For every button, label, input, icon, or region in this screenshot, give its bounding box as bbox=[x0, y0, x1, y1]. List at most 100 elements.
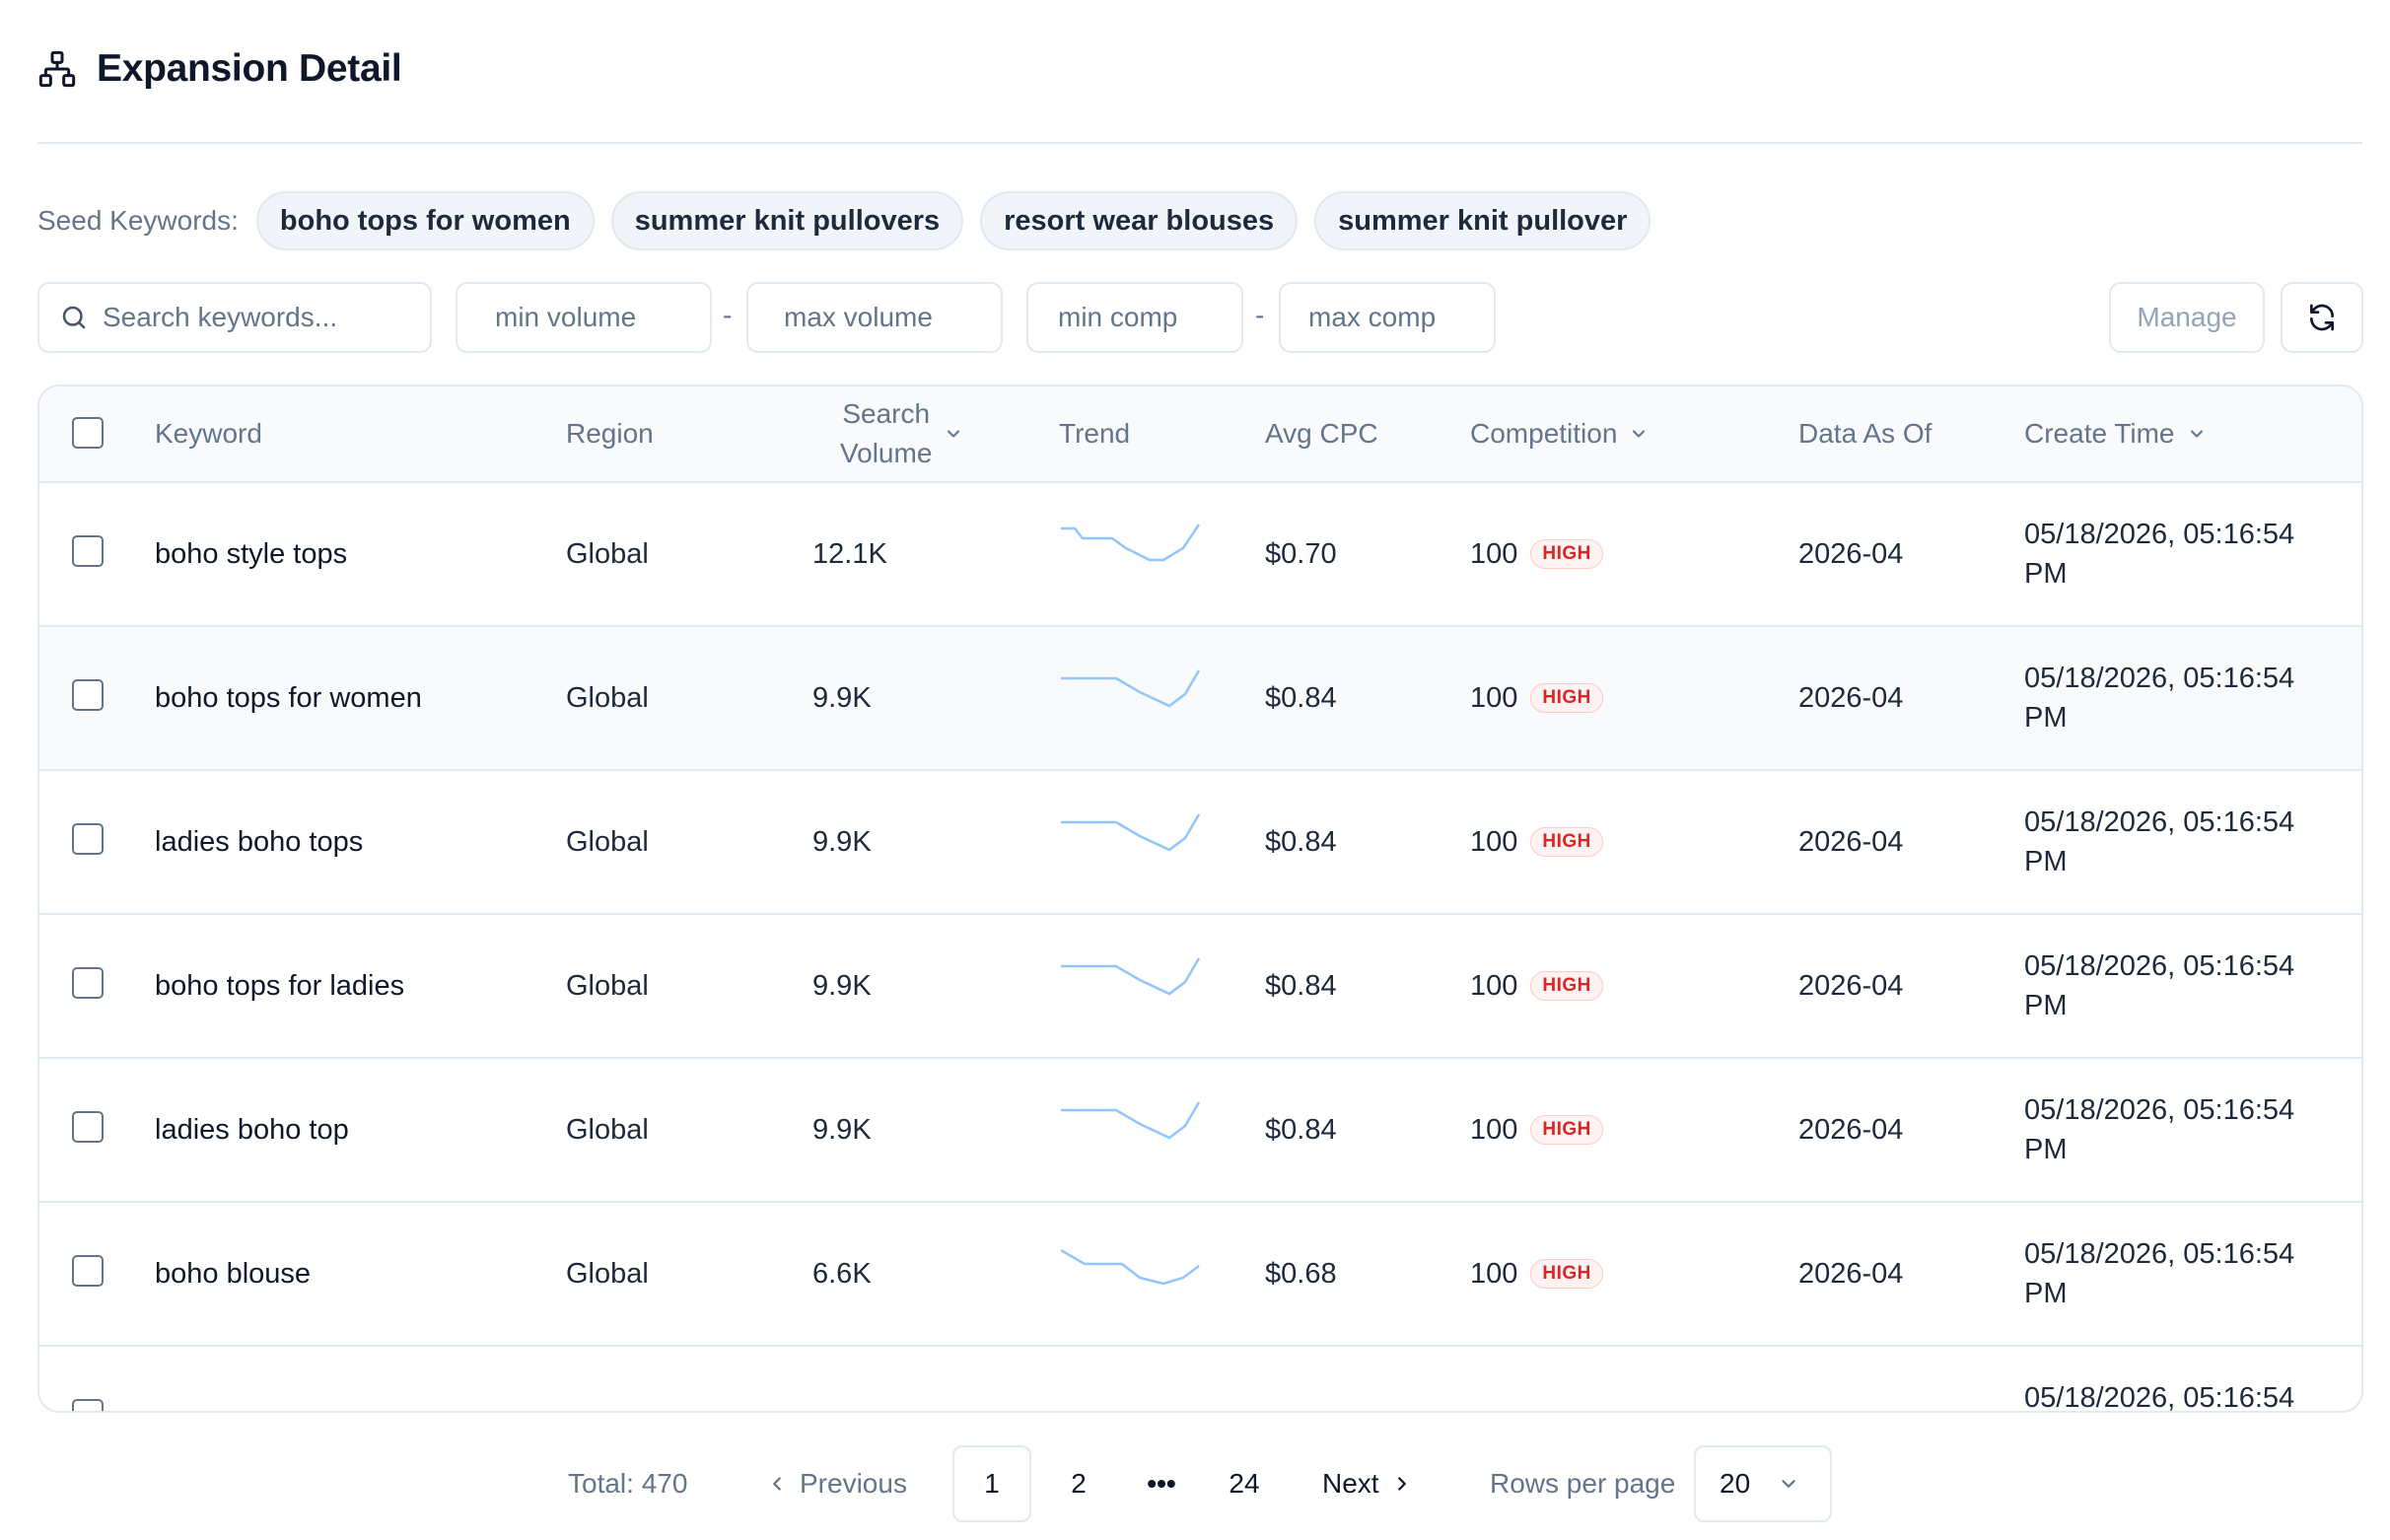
cpc-cell: $0.84 bbox=[1265, 1113, 1337, 1146]
column-competition[interactable]: Competition bbox=[1470, 386, 1649, 481]
search-icon bbox=[62, 306, 86, 329]
data-as-of-cell: 2026-04 bbox=[1798, 537, 1904, 570]
rows-per-page-label: Rows per page bbox=[1490, 1468, 1676, 1499]
row-checkbox[interactable] bbox=[72, 679, 104, 711]
row-checkbox[interactable] bbox=[72, 1255, 104, 1287]
volume-cell: 9.9K bbox=[812, 1113, 872, 1146]
seed-keywords-label: Seed Keywords: bbox=[37, 205, 239, 236]
volume-cell: 9.9K bbox=[812, 681, 872, 714]
max-volume-placeholder: max volume bbox=[784, 302, 933, 332]
chevron-down-icon bbox=[1633, 430, 1646, 438]
cpc-cell: $0.84 bbox=[1265, 681, 1337, 714]
row-checkbox[interactable] bbox=[72, 823, 104, 855]
sitemap-icon bbox=[38, 50, 76, 88]
table-row[interactable]: 05/18/2026, 05:16:54 bbox=[39, 1347, 2361, 1413]
competition-value: 100 bbox=[1470, 537, 1518, 570]
region-cell: Global bbox=[566, 825, 649, 858]
create-time-cell: 05/18/2026, 05:16:54 PM bbox=[2024, 806, 2295, 877]
min-volume-input[interactable]: min volume bbox=[456, 282, 712, 353]
page-ellipsis: ••• bbox=[1147, 1468, 1176, 1499]
column-trend: Trend bbox=[1059, 418, 1131, 449]
trend-sparkline bbox=[1061, 1101, 1201, 1140]
competition-badge: HIGH bbox=[1530, 1259, 1603, 1289]
min-comp-placeholder: min comp bbox=[1058, 302, 1178, 332]
chevron-down-icon bbox=[1782, 1480, 1795, 1488]
region-cell: Global bbox=[566, 1113, 649, 1146]
column-create-time-label: Create Time bbox=[2024, 418, 2175, 449]
volume-cell: 9.9K bbox=[812, 969, 872, 1002]
column-search-volume-line1: Search bbox=[842, 398, 931, 429]
page-title: Expansion Detail bbox=[97, 47, 402, 90]
row-checkbox[interactable] bbox=[72, 967, 104, 999]
min-comp-input[interactable]: min comp bbox=[1026, 282, 1243, 353]
table-row[interactable]: boho tops for ladies Global 9.9K $0.84 1… bbox=[39, 915, 2361, 1059]
table-row[interactable]: boho tops for women Global 9.9K $0.84 10… bbox=[39, 627, 2361, 771]
page-button-2[interactable]: 2 bbox=[1071, 1468, 1087, 1499]
page-button-24[interactable]: 24 bbox=[1229, 1468, 1260, 1499]
create-time-cell: 05/18/2026, 05:16:54 PM bbox=[2024, 1238, 2295, 1309]
trend-sparkline bbox=[1061, 669, 1201, 708]
table-row[interactable]: ladies boho tops Global 9.9K $0.84 100 H… bbox=[39, 771, 2361, 915]
manage-button[interactable]: Manage bbox=[2109, 282, 2265, 353]
max-volume-input[interactable]: max volume bbox=[746, 282, 1003, 353]
trend-sparkline bbox=[1061, 1386, 1219, 1413]
column-create-time[interactable]: Create Time bbox=[2024, 386, 2207, 481]
keyword-cell: boho tops for ladies bbox=[155, 969, 405, 1002]
page-button-1[interactable]: 1 bbox=[952, 1445, 1031, 1522]
competition-value: 100 bbox=[1470, 681, 1518, 714]
table-row[interactable]: ladies boho top Global 9.9K $0.84 100 HI… bbox=[39, 1059, 2361, 1203]
table-row[interactable]: boho style tops Global 12.1K $0.70 100 H… bbox=[39, 483, 2361, 627]
pagination: Total: 470 Previous 1 2 ••• 24 Next Rows… bbox=[0, 1445, 2390, 1522]
cpc-cell: $0.84 bbox=[1265, 969, 1337, 1002]
competition-badge: HIGH bbox=[1530, 539, 1603, 569]
trend-sparkline bbox=[1061, 813, 1201, 852]
max-comp-placeholder: max comp bbox=[1308, 302, 1437, 332]
row-checkbox[interactable] bbox=[72, 1111, 104, 1143]
table-row[interactable]: boho blouse Global 6.6K $0.68 100 HIGH 2… bbox=[39, 1203, 2361, 1347]
column-keyword: Keyword bbox=[155, 418, 262, 449]
keyword-cell: ladies boho tops bbox=[155, 825, 364, 858]
column-search-volume[interactable]: Search Volume bbox=[840, 386, 963, 481]
rows-per-page-value: 20 bbox=[1720, 1468, 1751, 1499]
seed-chip[interactable]: summer knit pullover bbox=[1314, 191, 1652, 250]
min-volume-placeholder: min volume bbox=[495, 302, 637, 332]
chevron-left-icon bbox=[773, 1477, 781, 1491]
competition-cell: 100 HIGH bbox=[1470, 915, 1603, 1057]
trend-sparkline bbox=[1061, 524, 1201, 562]
row-checkbox[interactable] bbox=[72, 535, 104, 567]
competition-cell: 100 HIGH bbox=[1470, 627, 1603, 769]
previous-page-button[interactable]: Previous bbox=[766, 1445, 907, 1522]
seed-chip[interactable]: summer knit pullovers bbox=[610, 191, 964, 250]
chevron-right-icon bbox=[1397, 1477, 1406, 1491]
competition-value: 100 bbox=[1470, 825, 1518, 858]
volume-cell: 9.9K bbox=[812, 825, 872, 858]
keyword-cell: ladies boho top bbox=[155, 1113, 349, 1146]
seed-keywords: Seed Keywords: boho tops for women summe… bbox=[37, 191, 1652, 250]
next-page-button[interactable]: Next bbox=[1322, 1445, 1413, 1522]
competition-value: 100 bbox=[1470, 1113, 1518, 1146]
seed-chip[interactable]: resort wear blouses bbox=[980, 191, 1299, 250]
max-comp-input[interactable]: max comp bbox=[1279, 282, 1496, 353]
region-cell: Global bbox=[566, 969, 649, 1002]
seed-chip[interactable]: boho tops for women bbox=[255, 191, 595, 250]
refresh-button[interactable] bbox=[2281, 282, 2363, 353]
region-cell: Global bbox=[566, 681, 649, 714]
create-time-cell: 05/18/2026, 05:16:54 PM bbox=[2024, 1094, 2295, 1165]
select-all-checkbox[interactable] bbox=[72, 417, 104, 449]
create-time-cell: 05/18/2026, 05:16:54 PM bbox=[2024, 663, 2295, 734]
search-placeholder: Search keywords... bbox=[103, 302, 338, 332]
competition-cell: 100 HIGH bbox=[1470, 1203, 1603, 1345]
competition-cell: 100 HIGH bbox=[1470, 1059, 1603, 1201]
region-cell: Global bbox=[566, 537, 649, 570]
search-input[interactable]: Search keywords... bbox=[37, 282, 432, 353]
trend-sparkline bbox=[1061, 1248, 1200, 1286]
refresh-icon bbox=[2310, 304, 2334, 331]
rows-per-page-select[interactable]: 20 bbox=[1694, 1445, 1832, 1522]
cpc-cell: $0.84 bbox=[1265, 825, 1337, 858]
region-cell: Global bbox=[566, 1257, 649, 1290]
row-checkbox[interactable] bbox=[72, 1399, 104, 1411]
next-label: Next bbox=[1322, 1468, 1379, 1499]
create-time-cell: 05/18/2026, 05:16:54 PM bbox=[2024, 950, 2295, 1021]
competition-badge: HIGH bbox=[1530, 971, 1603, 1001]
column-competition-label: Competition bbox=[1470, 418, 1618, 449]
